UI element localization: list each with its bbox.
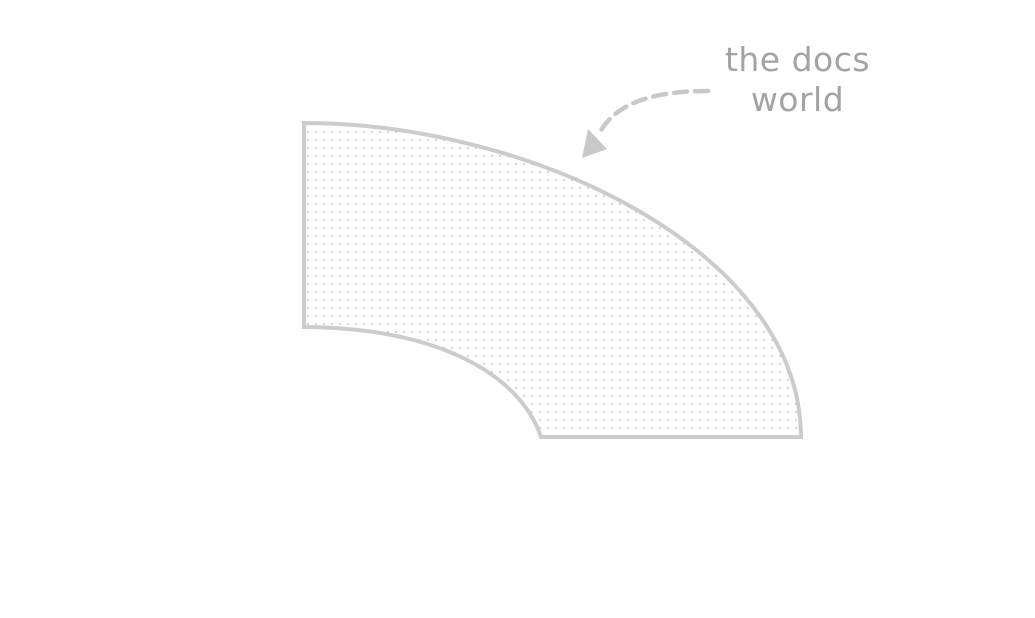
region-dots	[304, 123, 801, 437]
annotation-line-1: the docs	[724, 40, 871, 79]
region-outline	[302, 120, 804, 439]
annotation-label: the docs world	[700, 40, 895, 120]
pointer-arrow	[582, 88, 711, 158]
docs-world-region	[302, 120, 804, 439]
arrow-head-icon	[582, 129, 607, 158]
arrow-dashed-curve	[597, 88, 711, 135]
annotation-line-2: world	[750, 80, 845, 119]
